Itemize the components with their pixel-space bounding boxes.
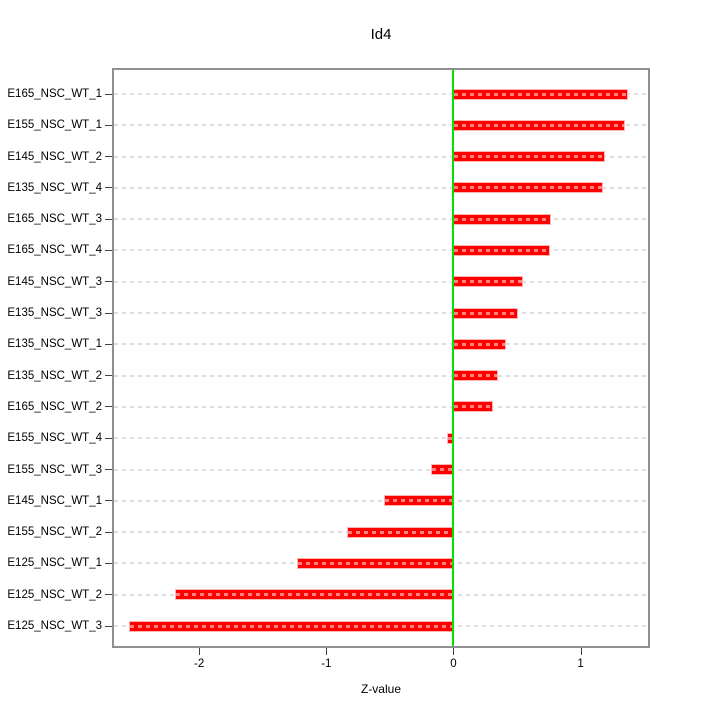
y-tick [105, 562, 112, 564]
bar [297, 557, 454, 569]
y-tick-label: E145_NSC_WT_2 [7, 150, 102, 163]
x-axis-title: Z-value [360, 682, 401, 696]
y-tick-label: E165_NSC_WT_1 [7, 88, 102, 100]
bar [453, 213, 552, 225]
y-tick [105, 343, 112, 345]
y-tick [105, 437, 112, 439]
gridline [114, 405, 648, 408]
y-tick [105, 594, 112, 596]
bar [129, 620, 454, 632]
zero-reference-line [452, 70, 455, 646]
y-tick [105, 531, 112, 533]
bar-grid-overlay [454, 405, 492, 409]
y-tick [105, 187, 112, 189]
bar-grid-overlay [431, 468, 453, 472]
y-tick [105, 249, 112, 251]
x-tick [453, 648, 455, 655]
bar-grid-overlay [176, 593, 453, 597]
x-tick-label: 0 [450, 658, 457, 670]
y-tick-label: E135_NSC_WT_2 [7, 369, 102, 382]
gridline [114, 93, 648, 95]
y-tick [105, 625, 112, 627]
y-tick-label: E165_NSC_WT_3 [7, 213, 102, 226]
y-tick-label: E125_NSC_WT_1 [7, 557, 102, 570]
y-tick-label: E125_NSC_WT_2 [7, 588, 102, 601]
bar [453, 276, 524, 288]
x-tick-label: -1 [321, 658, 332, 670]
bar-grid-overlay [448, 436, 453, 440]
bar-grid-overlay [454, 280, 523, 284]
gridline [114, 124, 648, 127]
y-tick-label: E155_NSC_WT_4 [7, 432, 102, 445]
bar [453, 151, 605, 163]
gridline [114, 155, 648, 158]
y-tick [105, 124, 112, 126]
chart-title: Id4 [370, 26, 392, 43]
bar-grid-overlay [454, 374, 497, 378]
y-tick [105, 93, 112, 95]
gridline [114, 499, 648, 502]
gridline [114, 249, 648, 252]
gridline [114, 468, 648, 471]
bar [346, 526, 454, 538]
bar [453, 307, 519, 319]
y-tick-label: E155_NSC_WT_3 [7, 463, 102, 476]
y-tick-label: E125_NSC_WT_3 [7, 620, 102, 632]
y-tick [105, 218, 112, 220]
x-tick [326, 648, 328, 655]
bar-grid-overlay [454, 311, 518, 315]
x-tick [199, 648, 201, 655]
bar-grid-overlay [454, 155, 604, 159]
x-tick-label: -2 [194, 658, 205, 670]
gridline [114, 218, 648, 221]
bar [453, 182, 604, 194]
bar-grid-overlay [347, 530, 453, 534]
bar [430, 464, 454, 476]
x-tick-label: 1 [577, 658, 584, 670]
y-tick [105, 406, 112, 408]
gridline [114, 186, 648, 189]
bar [383, 495, 454, 507]
y-tick-label: E155_NSC_WT_1 [7, 119, 102, 132]
plot-area [112, 68, 650, 648]
y-tick-label: E155_NSC_WT_2 [7, 526, 102, 539]
gridline [114, 280, 648, 283]
y-tick-label: E135_NSC_WT_3 [7, 307, 102, 320]
bar-grid-overlay [454, 217, 551, 221]
bar [453, 119, 626, 131]
bar [175, 589, 454, 601]
y-tick [105, 500, 112, 502]
bar [453, 401, 493, 413]
bar-grid-overlay [298, 561, 453, 565]
x-tick [580, 648, 582, 655]
y-tick-label: E145_NSC_WT_3 [7, 275, 102, 288]
gridline [114, 343, 648, 346]
bar-grid-overlay [454, 248, 550, 252]
y-tick-label: E135_NSC_WT_4 [7, 181, 102, 194]
gridline [114, 374, 648, 377]
y-tick [105, 469, 112, 471]
y-tick [105, 375, 112, 377]
bar-grid-overlay [454, 342, 505, 346]
bar [453, 338, 506, 350]
y-tick-label: E165_NSC_WT_4 [7, 244, 102, 257]
gridline [114, 312, 648, 315]
gridline [114, 437, 648, 440]
y-tick-label: E135_NSC_WT_1 [7, 338, 102, 351]
y-tick [105, 312, 112, 314]
bar-grid-overlay [454, 186, 603, 190]
bar-grid-overlay [454, 123, 625, 127]
bar-grid-overlay [384, 499, 453, 503]
y-tick-label: E165_NSC_WT_2 [7, 400, 102, 413]
bar [453, 244, 551, 256]
bar-grid-overlay [454, 92, 627, 96]
bar [453, 370, 498, 382]
y-tick-label: E145_NSC_WT_1 [7, 494, 102, 507]
y-tick [105, 156, 112, 158]
y-tick [105, 281, 112, 283]
bar [453, 88, 628, 100]
bar-grid-overlay [130, 624, 453, 628]
